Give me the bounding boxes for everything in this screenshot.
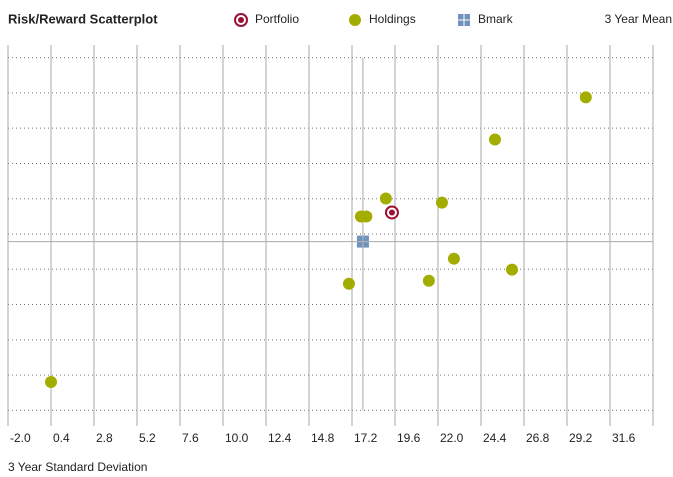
- holding-point: [342, 277, 355, 290]
- chart-title: Risk/Reward Scatterplot: [8, 11, 158, 26]
- holding-point: [45, 375, 57, 388]
- x-tick-label: 2.8: [96, 431, 113, 445]
- x-tick-label: -2.0: [10, 431, 31, 445]
- legend-item: Holdings: [349, 12, 416, 26]
- x-tick-label: 26.8: [526, 431, 550, 445]
- holding-point: [422, 274, 435, 287]
- bmark-square: [458, 14, 464, 20]
- portfolio-point: [384, 205, 399, 220]
- portfolio-dot: [388, 209, 395, 216]
- bmark-square: [363, 235, 369, 242]
- holding-point: [488, 133, 501, 146]
- portfolio-dot: [238, 17, 244, 23]
- portfolio-point: [234, 13, 248, 27]
- bmark-square: [464, 14, 470, 20]
- bmark-point: [458, 14, 470, 26]
- x-tick-label: 24.4: [483, 431, 507, 445]
- bmark-square: [356, 235, 363, 242]
- legend-item: Bmark: [458, 12, 514, 26]
- x-tick-label: 12.4: [268, 431, 292, 445]
- legend-label: Holdings: [369, 12, 416, 26]
- bmark-square: [356, 242, 363, 248]
- x-tick-label: 31.6: [612, 431, 636, 445]
- x-tick-label: 19.6: [397, 431, 421, 445]
- x-axis-label: 3 Year Standard Deviation: [8, 460, 147, 474]
- holding-point: [505, 263, 518, 276]
- bmark-square: [464, 20, 470, 26]
- holding-point: [579, 91, 592, 104]
- bmark-square: [458, 20, 464, 26]
- holding-point: [360, 210, 373, 223]
- holding-point: [435, 196, 448, 209]
- x-tick-label: 22.0: [440, 431, 464, 445]
- x-tick-label: 10.0: [225, 431, 249, 445]
- holding-point: [379, 192, 392, 205]
- x-tick-label: 0.4: [53, 431, 70, 445]
- holding-point: [349, 14, 361, 26]
- legend-label: Bmark: [478, 12, 514, 26]
- x-tick-label: 5.2: [139, 431, 156, 445]
- x-tick-label: 7.6: [182, 431, 199, 445]
- x-tick-label: 14.8: [311, 431, 335, 445]
- x-tick-label: 29.2: [569, 431, 593, 445]
- y-axis-label: 3 Year Mean: [605, 12, 672, 26]
- bmark-point: [356, 235, 369, 248]
- bmark-square: [363, 242, 369, 248]
- legend-item: Portfolio: [234, 12, 299, 27]
- holding-point: [447, 252, 460, 265]
- legend-label: Portfolio: [255, 12, 299, 26]
- x-tick-label: 17.2: [354, 431, 378, 445]
